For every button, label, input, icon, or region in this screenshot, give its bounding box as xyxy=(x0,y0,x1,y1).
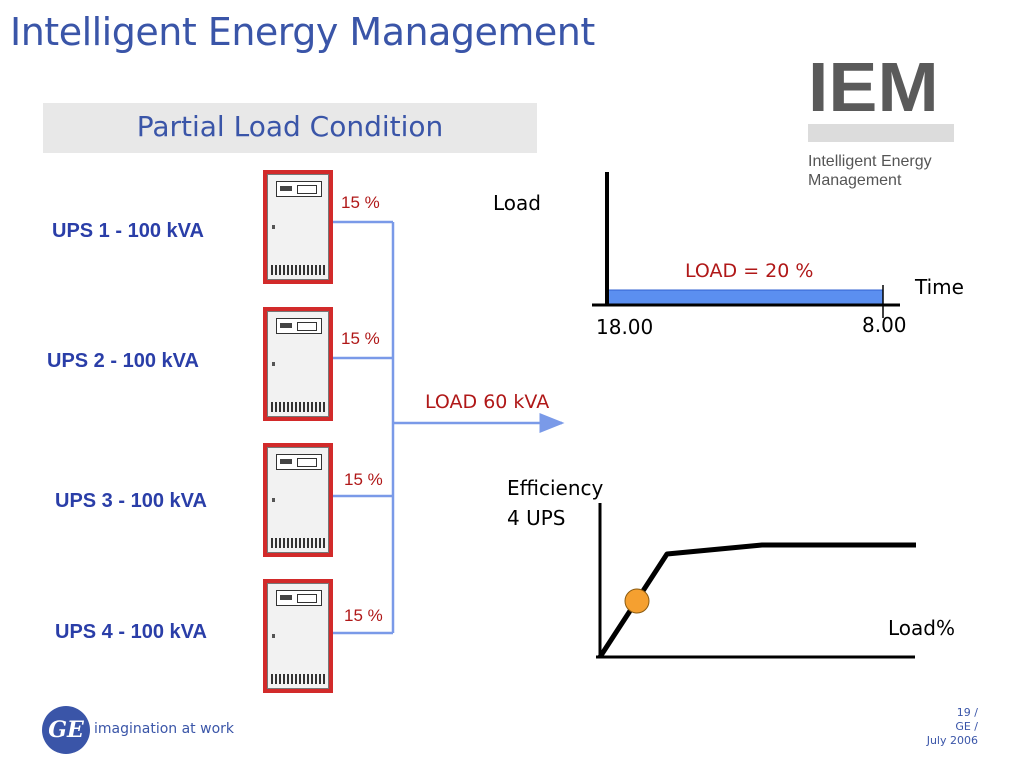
operating-point-marker xyxy=(624,588,650,614)
ups-3-percent: 15 % xyxy=(344,470,383,489)
efficiency-label-line2: 4 UPS xyxy=(507,506,566,530)
iem-logo-bar xyxy=(808,124,954,142)
efficiency-chart-y-label: Efficiency 4 UPS xyxy=(507,473,603,533)
ups-1-percent: 15 % xyxy=(341,193,380,212)
ups-2-label: UPS 2 - 100 kVA xyxy=(47,350,199,372)
ups-3-cabinet-image xyxy=(263,443,333,557)
ups-4-cabinet-image xyxy=(263,579,333,693)
ups-1-cabinet-image xyxy=(263,170,333,284)
ups-4-label: UPS 4 - 100 kVA xyxy=(55,621,207,643)
efficiency-label-line1: Efficiency xyxy=(507,476,604,500)
ge-logo: GE xyxy=(42,706,90,754)
iem-logo-line2: Management xyxy=(808,172,902,189)
slide-subtitle: Partial Load Condition xyxy=(136,110,444,143)
iem-logo-line1: Intelligent Energy xyxy=(808,153,932,170)
ups-3-label: UPS 3 - 100 kVA xyxy=(55,490,207,512)
efficiency-chart-x-label: Load% xyxy=(888,616,955,640)
footer-date: July 2006 xyxy=(926,734,978,747)
load-bar-label: LOAD = 20 % xyxy=(685,260,814,282)
total-load-label: LOAD 60 kVA xyxy=(425,391,550,413)
start-time-label: 18.00 xyxy=(596,315,654,339)
ups-1-label: UPS 1 - 100 kVA xyxy=(52,220,204,242)
ups-4-percent: 15 % xyxy=(344,606,383,625)
ups-2-percent: 15 % xyxy=(341,329,380,348)
load-chart-x-label: Time xyxy=(915,275,964,299)
subtitle-band xyxy=(43,103,537,153)
footer-company: GE / xyxy=(955,720,978,733)
ups-2-cabinet-image xyxy=(263,307,333,421)
load-chart-y-label: Load xyxy=(493,191,541,215)
slide-footer-info: 19 / GE / July 2006 xyxy=(927,706,978,748)
ge-tagline: imagination at work xyxy=(94,721,234,737)
iem-logo: IEM Intelligent Energy Management xyxy=(808,52,954,190)
slide-title: Intelligent Energy Management xyxy=(10,10,595,54)
page-number: 19 / xyxy=(956,706,978,719)
iem-logo-caption: Intelligent Energy Management xyxy=(808,152,954,190)
end-time-label: 8.00 xyxy=(862,313,907,337)
iem-logo-letters: IEM xyxy=(808,48,939,126)
